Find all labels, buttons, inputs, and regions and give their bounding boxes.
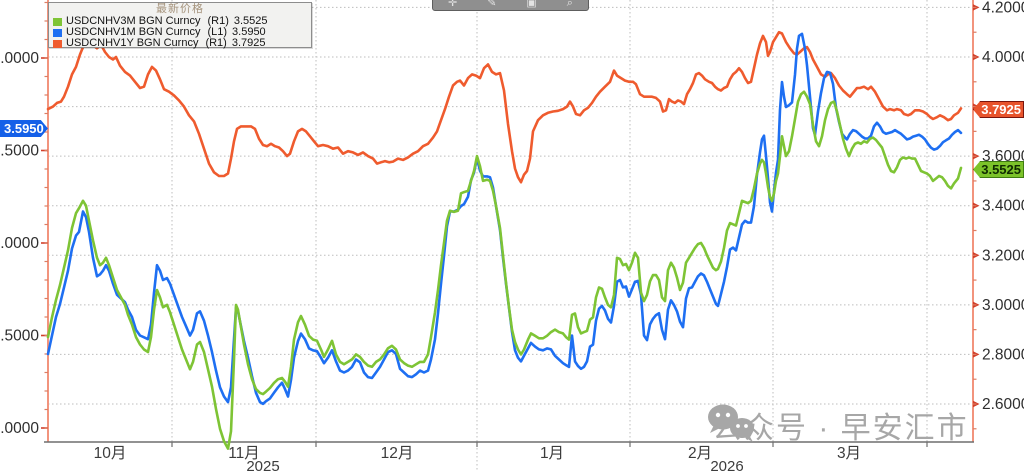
legend-row-3m: USDCNHV3M BGN Curncy (R1) 3.5525 — [53, 16, 307, 27]
right-axis-label: 3.6000 — [982, 148, 1024, 165]
news-panel-icon[interactable]: ▣ — [526, 0, 537, 9]
legend-row-1y: USDCNHV1Y BGN Curncy (R1) 3.7925 — [53, 38, 307, 49]
month-label: 3月 — [837, 445, 861, 462]
series-swatch-3m — [53, 17, 62, 26]
wechat-icon — [708, 404, 754, 442]
left-axis-label: 2.5000 — [0, 327, 39, 344]
chart-toolbar[interactable]: ✛ ✎ ▣ ⌕ — [432, 0, 589, 11]
watermark-text: 公众号 · 早安汇市 — [712, 412, 969, 445]
chart-legend[interactable]: 最新价格 USDCNHV3M BGN Curncy (R1) 3.5525 US… — [48, 2, 312, 49]
year-label: 2025 — [246, 458, 279, 472]
right-axis-label: 3.0000 — [982, 297, 1024, 314]
series-swatch-1m — [53, 28, 62, 37]
left-axis-label: 3.0000 — [0, 235, 39, 252]
right-axis-label: 2.6000 — [982, 396, 1024, 413]
legend-title: 最新价格 — [156, 3, 204, 15]
series-scale: (L1) — [207, 26, 228, 38]
series-scale: (R1) — [205, 37, 227, 49]
month-label: 11月 — [228, 445, 260, 462]
zoom-magnifier-icon[interactable]: ⌕ — [566, 0, 573, 9]
last-price-badge-3m: 3.5525 — [973, 161, 1024, 178]
series-line-usdcnhv1m — [46, 32, 963, 406]
series-swatch-1y — [53, 39, 62, 48]
series-scale: (R1) — [207, 15, 229, 27]
month-label: 2月 — [688, 445, 712, 462]
move-icon[interactable]: ✛ — [447, 0, 458, 9]
series-line-usdcnhv3m — [46, 90, 963, 450]
right-axis-label: 3.4000 — [982, 198, 1024, 215]
right-axis-label: 2.8000 — [982, 346, 1024, 363]
series-last-value: 3.5950 — [232, 26, 266, 38]
series-line-usdcnhv1y — [46, 30, 963, 184]
month-label: 1月 — [540, 445, 564, 462]
month-label: 12月 — [381, 445, 414, 462]
series-name: USDCNHV1M BGN Curncy — [66, 26, 201, 38]
left-axis-label: 3.5000 — [0, 142, 39, 159]
series-name: USDCNHV3M BGN Curncy — [66, 15, 201, 27]
series-last-value: 3.5525 — [233, 15, 268, 27]
series-last-value: 3.7925 — [231, 37, 266, 49]
right-axis-label: 3.2000 — [982, 247, 1024, 264]
last-price-badge-1m: 3.5950 — [0, 120, 48, 137]
last-price-badge-1y: 3.7925 — [973, 101, 1024, 118]
legend-row-1m: USDCNHV1M BGN Curncy (L1) 3.5950 — [53, 27, 307, 38]
left-axis-label: 4.0000 — [0, 50, 39, 67]
left-axis-label: 2.0000 — [0, 420, 39, 437]
right-axis-label: 4.0000 — [982, 49, 1024, 66]
watermark: 公众号 · 早安汇市 — [706, 403, 969, 447]
month-label: 10月 — [94, 445, 127, 462]
right-axis-label: 4.2000 — [982, 0, 1024, 16]
year-label: 2026 — [710, 458, 743, 472]
series-name: USDCNHV1Y BGN Curncy — [66, 37, 199, 49]
annotate-pencil-icon[interactable]: ✎ — [487, 0, 497, 9]
